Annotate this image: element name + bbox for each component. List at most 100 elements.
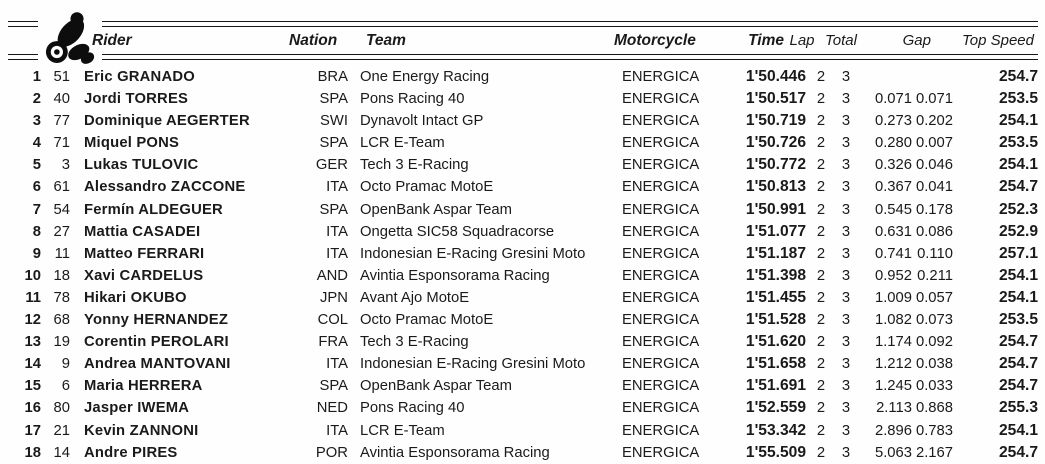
position-cell: 14 (24, 356, 41, 373)
total-laps-cell: 3 (841, 245, 851, 262)
total-laps-cell: 3 (841, 179, 851, 196)
rider-name-cell: Mattia CASADEI (84, 223, 201, 240)
col-header-rider: Rider (92, 32, 132, 49)
lap-cell: 2 (816, 334, 826, 351)
rider-number-cell: 6 (61, 378, 70, 395)
motorcycle-cell: ENERGICA (622, 223, 700, 240)
team-cell: One Energy Racing (360, 69, 490, 85)
motorcycle-cell: ENERGICA (622, 179, 700, 196)
team-cell: Pons Racing 40 (360, 91, 465, 108)
nation-cell: SPA (319, 135, 348, 152)
gap-to-leader-cell: 1.009 (874, 289, 912, 306)
table-row: 1 51 Eric GRANADO BRA One Energy Racing … (0, 66, 1045, 88)
best-time-cell: 1'50.446 (745, 68, 806, 85)
header-top-rule (8, 21, 1038, 27)
nation-cell: ITA (326, 245, 348, 262)
total-laps-cell: 3 (841, 378, 851, 395)
gap-to-prev-cell: 0.178 (915, 201, 953, 218)
gap-to-prev-cell: 0.202 (915, 113, 953, 130)
nation-cell: FRA (318, 334, 348, 351)
best-time-cell: 1'51.455 (745, 288, 806, 306)
gap-to-prev-cell: 0.086 (915, 223, 953, 240)
total-laps-cell: 3 (841, 312, 851, 329)
team-cell: Avant Ajo MotoE (360, 289, 470, 306)
lap-cell: 2 (816, 201, 826, 218)
nation-cell: ITA (326, 179, 348, 196)
col-header-total: Total (825, 32, 857, 49)
top-speed-cell: 252.9 (998, 222, 1038, 240)
top-speed-cell: 253.5 (998, 134, 1038, 152)
team-cell: Ongetta SIC58 Squadracorse (360, 223, 555, 240)
position-cell: 8 (32, 223, 41, 240)
total-laps-cell: 3 (841, 135, 851, 152)
gap-to-leader-cell: 2.896 (874, 422, 912, 439)
motorcycle-rider-icon (38, 8, 102, 68)
position-cell: 2 (32, 91, 41, 108)
motorcycle-cell: ENERGICA (622, 135, 700, 152)
table-row: 14 9 Andrea MANTOVANI ITA Indonesian E-R… (0, 353, 1045, 375)
gap-to-leader-cell: 0.071 (874, 91, 912, 108)
table-row: 4 71 Miquel PONS SPA LCR E-Team ENERGICA… (0, 132, 1045, 154)
position-cell: 17 (24, 422, 41, 439)
team-cell: Dynavolt Intact GP (360, 113, 484, 130)
team-cell: Indonesian E-Racing Gresini Moto (360, 356, 586, 373)
best-time-cell: 1'50.813 (745, 178, 806, 196)
top-speed-cell: 254.1 (998, 112, 1038, 130)
team-cell: OpenBank Aspar Team (360, 378, 512, 395)
best-time-cell: 1'50.772 (745, 156, 806, 174)
total-laps-cell: 3 (841, 267, 851, 284)
rider-name-cell: Yonny HERNANDEZ (84, 312, 229, 329)
rider-number-cell: 9 (61, 356, 70, 373)
best-time-cell: 1'53.342 (745, 421, 806, 439)
rider-name-cell: Fermín ALDEGUER (84, 201, 223, 218)
gap-to-prev-cell: 0.041 (915, 179, 953, 196)
position-cell: 4 (32, 135, 41, 152)
rider-name-cell: Alessandro ZACCONE (84, 179, 246, 196)
lap-cell: 2 (816, 135, 826, 152)
gap-to-prev-cell: 0.057 (915, 289, 953, 306)
total-laps-cell: 3 (841, 400, 851, 417)
lap-cell: 2 (816, 69, 826, 85)
rider-number-cell: 51 (53, 69, 70, 85)
gap-to-prev-cell: 0.071 (915, 91, 953, 108)
team-cell: Avintia Esponsorama Racing (360, 444, 550, 461)
col-header-gap: Gap (902, 32, 931, 49)
col-header-time: Time (748, 32, 784, 49)
gap-to-leader-cell: 0.631 (874, 223, 912, 240)
total-laps-cell: 3 (841, 444, 851, 461)
lap-cell: 2 (816, 245, 826, 262)
total-laps-cell: 3 (841, 223, 851, 240)
table-row: 16 80 Jasper IWEMA NED Pons Racing 40 EN… (0, 397, 1045, 419)
top-speed-cell: 253.5 (998, 311, 1038, 329)
table-row: 7 54 Fermín ALDEGUER SPA OpenBank Aspar … (0, 199, 1045, 221)
lap-cell: 2 (816, 267, 826, 284)
team-cell: Indonesian E-Racing Gresini Moto (360, 245, 586, 262)
rider-name-cell: Eric GRANADO (84, 69, 195, 85)
motorcycle-cell: ENERGICA (622, 422, 700, 439)
gap-to-leader-cell: 1.212 (874, 356, 912, 373)
gap-to-leader-cell: 1.082 (874, 312, 912, 329)
table-row: 17 21 Kevin ZANNONI ITA LCR E-Team ENERG… (0, 420, 1045, 442)
team-cell: Tech 3 E-Racing (360, 334, 469, 351)
top-speed-cell: 254.7 (998, 377, 1038, 395)
results-table: 1 51 Eric GRANADO BRA One Energy Racing … (0, 66, 1045, 464)
col-header-top-speed: Top Speed (961, 32, 1034, 49)
gap-to-leader-cell: 0.367 (874, 179, 912, 196)
col-header-team: Team (366, 32, 406, 49)
total-laps-cell: 3 (841, 69, 851, 85)
position-cell: 18 (24, 444, 41, 461)
motorcycle-cell: ENERGICA (622, 312, 700, 329)
gap-to-leader-cell: 0.545 (874, 201, 912, 218)
gap-to-prev-cell: 0.038 (915, 356, 953, 373)
lap-cell: 2 (816, 422, 826, 439)
nation-cell: POR (315, 444, 348, 461)
gap-to-leader-cell: 0.741 (874, 245, 912, 262)
motorcycle-cell: ENERGICA (622, 91, 700, 108)
team-cell: LCR E-Team (360, 422, 445, 439)
position-cell: 7 (32, 201, 41, 218)
total-laps-cell: 3 (841, 289, 851, 306)
gap-to-leader-cell: 0.280 (874, 135, 912, 152)
total-laps-cell: 3 (841, 334, 851, 351)
total-laps-cell: 3 (841, 356, 851, 373)
team-cell: Octo Pramac MotoE (360, 312, 494, 329)
